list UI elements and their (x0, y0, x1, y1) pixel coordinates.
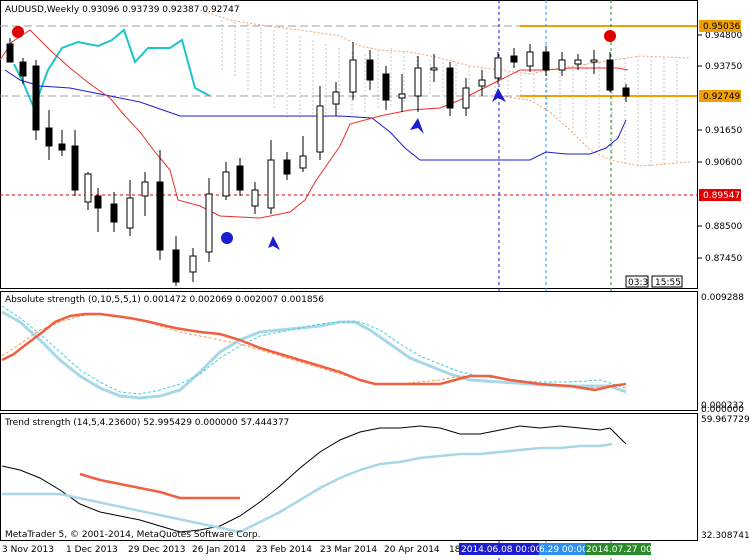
cloud-hatch (221, 20, 678, 166)
current-price-label: 0.92749 (703, 92, 740, 102)
support-price-label: 0.89547 (703, 191, 740, 201)
time-label: 20 Apr 2014 (384, 545, 440, 555)
main-chart-panel[interactable]: AUDUSD,Weekly 0.93096 0.93739 0.92387 0.… (0, 0, 698, 560)
absolute-strength-panel[interactable]: Absolute strength (0,10,5,5,1) 0.001472 … (0, 291, 745, 416)
arrow-marker-icon-1 (268, 236, 280, 250)
support-price-tag (699, 189, 741, 201)
time-marker-2: 6.29 00:00 (539, 545, 588, 555)
time-marker-3-bg (585, 543, 651, 555)
time-marker-1: 2014.06.08 00:00 (461, 545, 542, 555)
price-axis: 0.94800 0.93750 0.91650 0.90600 0.88500 … (698, 20, 742, 264)
envelope-lower (470, 95, 691, 167)
trend-strength-frame (0, 413, 698, 541)
time-marker-3: 2014.07.27 00:00 (586, 545, 667, 555)
current-price-tag (699, 90, 741, 102)
time-label: 26 Jan 2014 (192, 545, 246, 555)
time-label: 18 (449, 545, 461, 555)
arrow-marker-icon-3 (492, 88, 506, 102)
price-tick: 0.91650 (705, 126, 742, 136)
main-chart-title: AUDUSD,Weekly 0.93096 0.93739 0.92387 0.… (5, 5, 240, 15)
resistance-price-tag (699, 20, 741, 32)
timebox-1 (625, 275, 649, 288)
time-label: 29 Dec 2013 (128, 545, 186, 555)
absolute-strength-frame (0, 291, 698, 411)
absolute-strength-title: Absolute strength (0,10,5,5,1) 0.001472 … (5, 295, 324, 305)
trend-strength-panel[interactable]: Trend strength (14,5,4.23600) 52.995429 … (0, 413, 750, 542)
time-marker-2-bg (539, 543, 585, 555)
red-ma-line (0, 29, 629, 219)
blue-ma-line (4, 69, 627, 161)
time-marker-1-bg (459, 543, 539, 555)
trend-max-label: 59.967729 (701, 415, 750, 425)
trend-light-line (2, 442, 613, 534)
envelope-upper (199, 9, 691, 75)
sell-signal-dot-1 (12, 26, 24, 38)
price-tick: 0.94800 (705, 31, 742, 41)
resistance-price-label: 0.95036 (703, 22, 740, 32)
price-tick: 0.93750 (705, 62, 742, 72)
trend-red-line (79, 472, 240, 500)
candles (6, 38, 630, 286)
sell-signal-dot-2 (604, 30, 616, 42)
time-label: 23 Mar 2014 (320, 545, 377, 555)
time-label: 1 Dec 2013 (66, 545, 118, 555)
abs-min-label: 0.000000 (701, 405, 744, 415)
trend-strength-title: Trend strength (14,5,4.23600) 52.995429 … (4, 418, 289, 428)
price-tick: 0.88500 (705, 222, 742, 232)
timebox-2-label: 15:55 (655, 278, 681, 288)
arrow-marker-icon-2 (410, 118, 424, 134)
abs-red-line (1, 312, 627, 392)
price-tick: 0.90600 (705, 158, 742, 168)
main-chart-frame (0, 0, 698, 289)
copyright-watermark: MetaTrader 5, © 2001-2014, MetaQuotes So… (5, 530, 261, 540)
timebox-2 (651, 275, 683, 288)
timebox-1-label: 03:3 (628, 278, 648, 288)
abs-min-overlap-label: 0.000232 (701, 401, 744, 411)
trend-black-line (1, 425, 627, 533)
time-label: 23 Feb 2014 (256, 545, 312, 555)
time-label: 3 Nov 2013 (2, 545, 54, 555)
time-axis: 3 Nov 2013 1 Dec 2013 29 Dec 2013 26 Jan… (2, 543, 667, 555)
trend-min-label: 32.308741 (701, 531, 750, 541)
buy-signal-dot (221, 232, 233, 244)
price-tick: 0.87450 (705, 254, 742, 264)
abs-max-label: 0.009288 (701, 293, 744, 303)
